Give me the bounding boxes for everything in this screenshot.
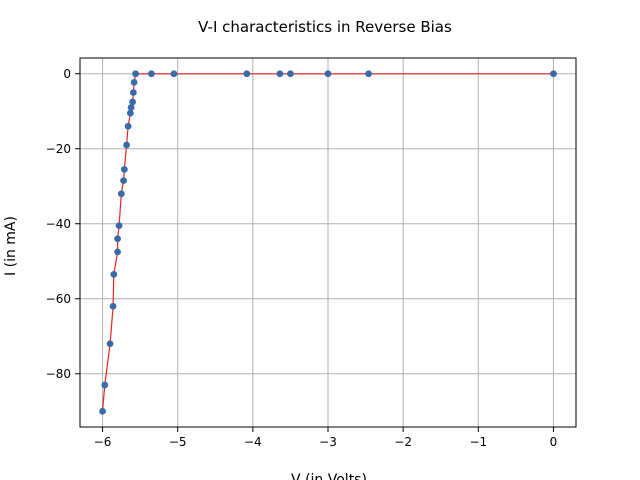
x-tick-label: −4	[244, 435, 262, 449]
y-tick-label: −40	[46, 217, 71, 231]
data-point	[124, 122, 132, 130]
data-point	[324, 70, 332, 78]
data-point	[147, 70, 155, 78]
y-tick-label: −60	[46, 292, 71, 306]
x-tick-label: −5	[169, 435, 187, 449]
x-tick-label: −1	[469, 435, 487, 449]
y-tick-label: −20	[46, 142, 71, 156]
data-point	[109, 302, 117, 310]
grid	[80, 58, 576, 427]
data-points	[99, 70, 557, 415]
data-point	[114, 248, 121, 256]
data-point	[276, 70, 284, 78]
data-point	[287, 70, 294, 78]
x-axis-label: V (in Volts)	[291, 472, 367, 480]
x-axis: −6 −5 −4 −3 −2 −1 0	[94, 427, 558, 449]
data-point	[110, 270, 118, 278]
data-point	[106, 340, 114, 348]
data-point	[99, 407, 106, 415]
data-point	[129, 98, 137, 106]
data-point	[114, 235, 121, 243]
data-point	[120, 177, 127, 185]
x-tick-label: −3	[319, 435, 337, 449]
data-point	[117, 190, 125, 198]
data-point	[129, 89, 137, 96]
data-point	[550, 70, 557, 78]
y-axis: −80 −60 −40 −20 0	[46, 67, 80, 381]
y-tick-label: 0	[63, 67, 71, 81]
data-point	[115, 222, 123, 230]
y-tick-label: −80	[46, 367, 71, 381]
data-point	[126, 109, 134, 117]
data-point	[101, 381, 109, 389]
x-tick-label: −6	[94, 435, 112, 449]
data-point	[130, 78, 138, 86]
data-point	[127, 104, 135, 111]
x-tick-label: −2	[394, 435, 412, 449]
data-point	[170, 70, 178, 78]
data-point	[243, 70, 251, 78]
data-point	[132, 70, 140, 78]
y-axis-label: I (in mA)	[3, 216, 19, 276]
data-point	[120, 165, 128, 173]
data-point	[123, 141, 130, 149]
x-tick-label: 0	[550, 435, 558, 449]
chart-title: V-I characteristics in Reverse Bias	[198, 18, 452, 36]
data-point	[365, 70, 372, 78]
